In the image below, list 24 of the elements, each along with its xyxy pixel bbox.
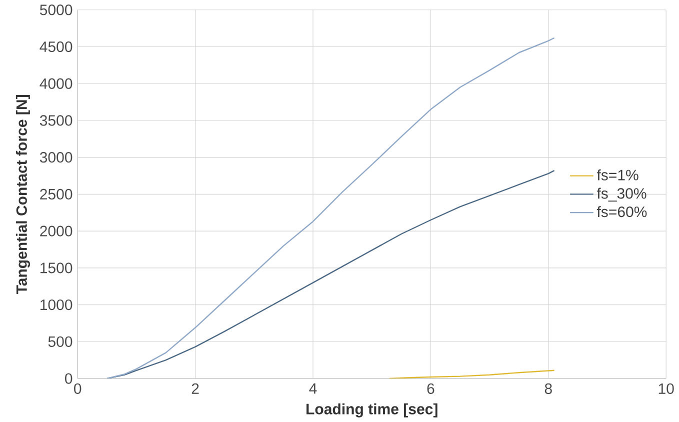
x-tick-label: 10: [658, 383, 674, 394]
y-tick-label: 0: [65, 373, 72, 384]
legend-label: fs=60%: [596, 206, 647, 218]
line-series: [388, 370, 555, 379]
y-tick-label: 2500: [40, 188, 72, 200]
y-axis-title: Tangential Contact force [N]: [16, 95, 30, 294]
y-tick-label: 4000: [40, 78, 72, 89]
y-tick-label: 3500: [40, 115, 72, 126]
y-tick-label: 500: [48, 336, 72, 347]
legend-label: fs=1%: [596, 169, 638, 180]
y-tick-label: 1000: [40, 300, 72, 310]
legend-label: fs_30%: [596, 188, 646, 202]
x-tick-label: 0: [74, 383, 82, 394]
x-tick-label: 2: [192, 383, 199, 394]
line-series: [106, 37, 555, 379]
y-tick-label: 2000: [40, 226, 72, 236]
x-tick-label: 4: [309, 383, 317, 394]
y-tick-label: 5000: [40, 4, 72, 16]
x-tick-label: 8: [544, 383, 552, 394]
y-tick-label: 4500: [40, 41, 72, 52]
x-axis-title: Loading time [sec]: [306, 403, 438, 418]
x-tick-label: 6: [427, 383, 434, 394]
y-tick-label: 1500: [40, 262, 72, 274]
y-tick-label: 3000: [40, 152, 72, 163]
